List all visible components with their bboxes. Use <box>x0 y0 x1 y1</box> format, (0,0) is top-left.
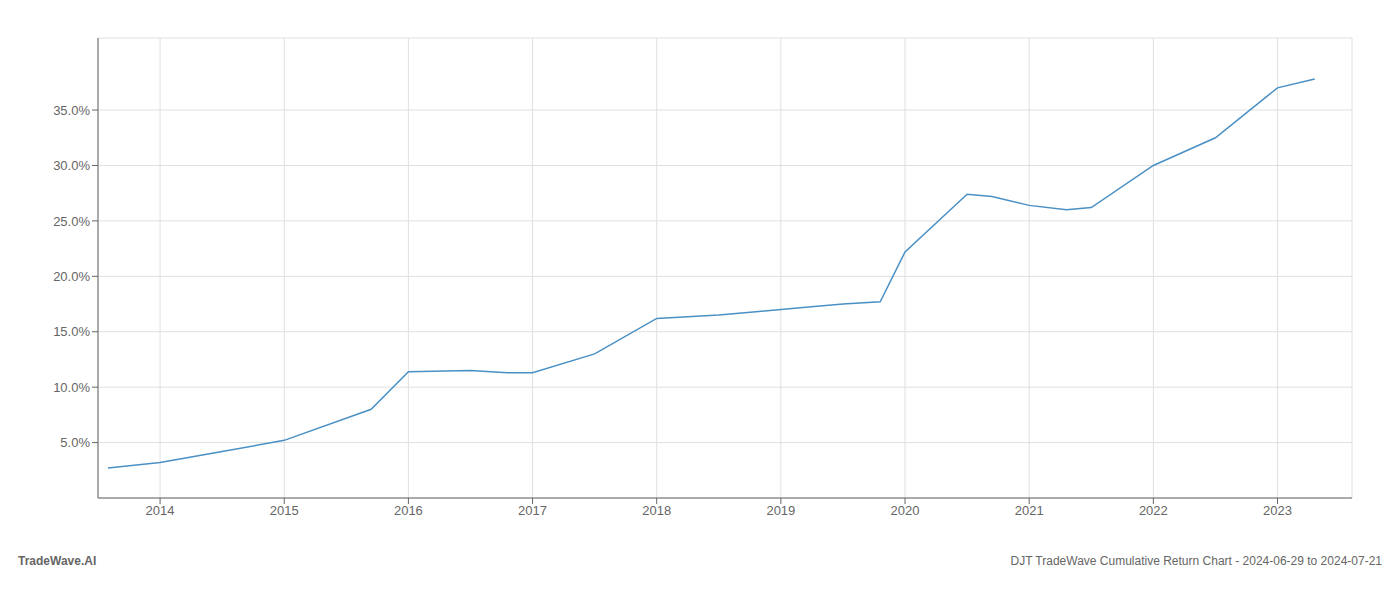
svg-text:2021: 2021 <box>1015 503 1044 518</box>
svg-text:2018: 2018 <box>642 503 671 518</box>
svg-text:35.0%: 35.0% <box>53 103 90 118</box>
svg-text:2023: 2023 <box>1263 503 1292 518</box>
svg-text:20.0%: 20.0% <box>53 269 90 284</box>
svg-text:10.0%: 10.0% <box>53 380 90 395</box>
svg-text:2020: 2020 <box>891 503 920 518</box>
svg-text:5.0%: 5.0% <box>60 435 90 450</box>
svg-text:2017: 2017 <box>518 503 547 518</box>
svg-text:2022: 2022 <box>1139 503 1168 518</box>
svg-text:2016: 2016 <box>394 503 423 518</box>
svg-text:2019: 2019 <box>766 503 795 518</box>
svg-text:2015: 2015 <box>270 503 299 518</box>
svg-text:25.0%: 25.0% <box>53 214 90 229</box>
svg-text:30.0%: 30.0% <box>53 158 90 173</box>
svg-text:2014: 2014 <box>146 503 175 518</box>
html-text:DJT TradeWave Cumulative Retur: DJT TradeWave Cumulative Return Chart - … <box>1010 554 1382 568</box>
html-text:TradeWave.AI: TradeWave.AI <box>18 554 97 568</box>
svg-text:15.0%: 15.0% <box>53 324 90 339</box>
